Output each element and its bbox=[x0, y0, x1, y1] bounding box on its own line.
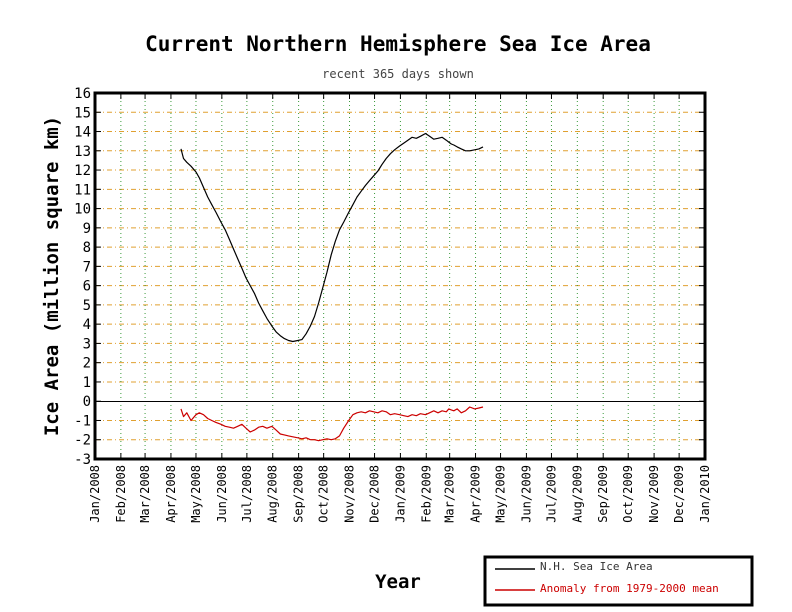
x-tick-label: Feb/2009 bbox=[419, 465, 433, 523]
y-tick-label: 6 bbox=[83, 279, 91, 295]
y-tick-label: 4 bbox=[83, 317, 91, 333]
x-tick-label: May/2009 bbox=[494, 465, 508, 523]
x-tick-label: Feb/2008 bbox=[114, 465, 128, 523]
legend-label-anomaly: Anomaly from 1979-2000 mean bbox=[540, 582, 719, 595]
x-tick-label: Dec/2008 bbox=[368, 465, 382, 523]
y-tick-label: 1 bbox=[83, 375, 91, 391]
x-tick-label: Jan/2008 bbox=[88, 465, 102, 523]
y-tick-label: 13 bbox=[74, 144, 91, 160]
y-tick-label: -3 bbox=[74, 452, 91, 468]
y-tick-label: 16 bbox=[74, 86, 91, 102]
x-tick-label: Apr/2008 bbox=[164, 465, 178, 523]
y-tick-label: 8 bbox=[83, 240, 91, 256]
y-tick-label: -2 bbox=[74, 433, 91, 449]
x-tick-label: Jul/2008 bbox=[240, 465, 254, 523]
x-tick-label: Nov/2008 bbox=[343, 465, 357, 523]
y-tick-label: 7 bbox=[83, 259, 91, 275]
x-tick-label: Aug/2008 bbox=[266, 465, 280, 523]
y-tick-label: 14 bbox=[74, 125, 91, 141]
y-tick-label: 11 bbox=[74, 182, 91, 198]
x-tick-label: Aug/2009 bbox=[570, 465, 584, 523]
x-tick-label: Jul/2009 bbox=[544, 465, 558, 523]
x-tick-label: Apr/2009 bbox=[469, 465, 483, 523]
x-tick-label: Jan/2010 bbox=[698, 465, 712, 523]
series-line-ice-area bbox=[180, 132, 484, 343]
x-tick-label: Dec/2009 bbox=[672, 465, 686, 523]
y-tick-label: 5 bbox=[83, 298, 91, 314]
x-tick-label: Jan/2009 bbox=[393, 465, 407, 523]
x-tick-label: Jun/2009 bbox=[519, 465, 533, 523]
x-tick-label: Oct/2008 bbox=[317, 465, 331, 523]
chart-subtitle: recent 365 days shown bbox=[322, 67, 474, 81]
x-tick-label: Mar/2009 bbox=[443, 465, 457, 523]
legend-box bbox=[483, 555, 754, 607]
legend-label-ice-area: N.H. Sea Ice Area bbox=[540, 560, 653, 573]
y-tick-label: 9 bbox=[83, 221, 91, 237]
y-tick-label: 15 bbox=[74, 105, 91, 121]
x-axis-label: Year bbox=[375, 571, 421, 593]
x-tick-label: Mar/2008 bbox=[138, 465, 152, 523]
x-tick-label: May/2008 bbox=[189, 465, 203, 523]
y-tick-label: 0 bbox=[83, 394, 91, 410]
y-axis-label: Ice Area (million square km) bbox=[41, 116, 63, 436]
chart-title: Current Northern Hemisphere Sea Ice Area bbox=[145, 32, 651, 56]
y-tick-label: 12 bbox=[74, 163, 91, 179]
y-tick-label: 3 bbox=[83, 336, 91, 352]
grid bbox=[95, 93, 705, 459]
x-tick-label: Jun/2008 bbox=[215, 465, 229, 523]
x-tick-label: Nov/2009 bbox=[647, 465, 661, 523]
plot-frame bbox=[93, 91, 707, 461]
y-tick-label: 10 bbox=[74, 202, 91, 218]
x-ticks: Jan/2008 Feb/2008 Mar/2008 Apr/2008 May/2008… bbox=[88, 93, 712, 523]
x-tick-label: Sep/2009 bbox=[596, 465, 610, 523]
x-tick-label: Sep/2008 bbox=[292, 465, 306, 523]
y-tick-label: -1 bbox=[74, 413, 91, 429]
y-tick-label: 2 bbox=[83, 356, 91, 372]
legend: N.H. Sea Ice Area Anomaly from 1979-2000… bbox=[483, 555, 754, 607]
series-layer bbox=[180, 132, 484, 442]
x-tick-label: Oct/2009 bbox=[621, 465, 635, 523]
series-line-anomaly bbox=[180, 406, 484, 442]
